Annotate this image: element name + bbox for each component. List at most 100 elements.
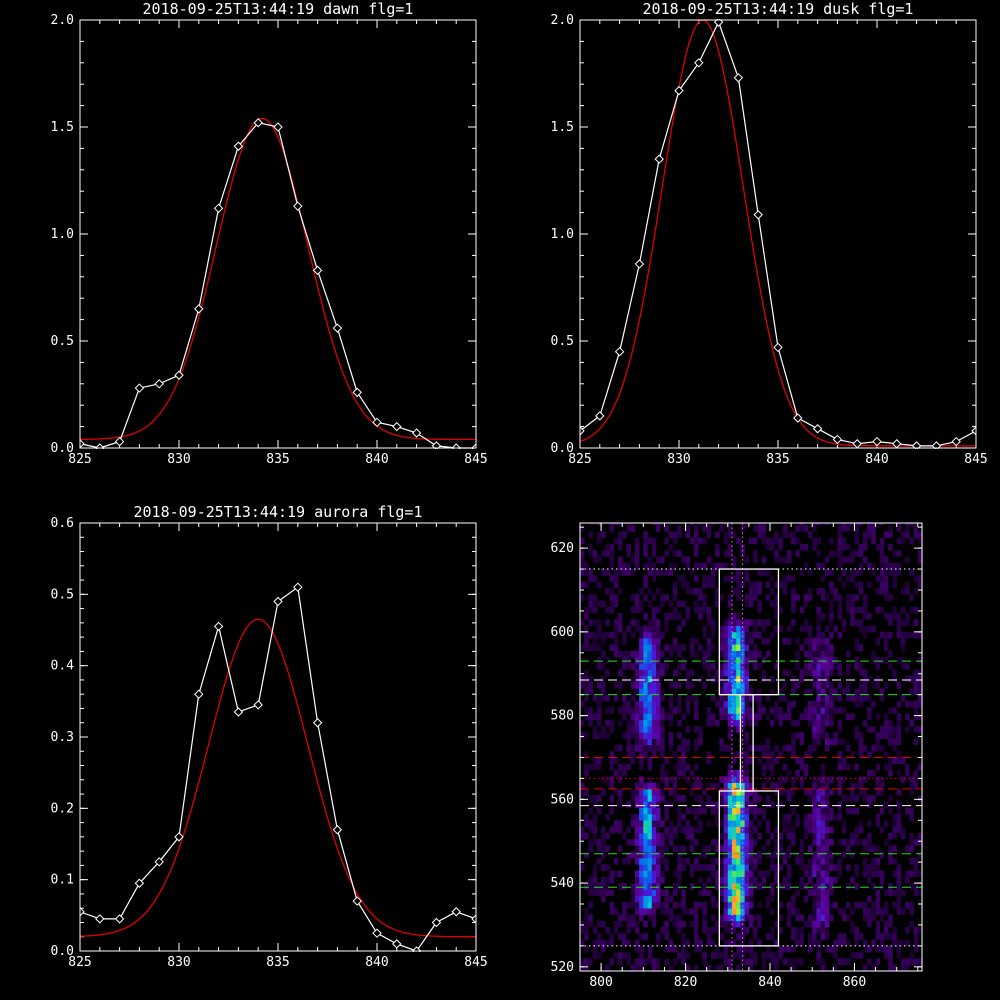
heatmap-cell xyxy=(643,575,648,582)
heatmap-cell xyxy=(596,619,602,626)
heatmap-cell xyxy=(630,795,636,802)
heatmap-cell xyxy=(837,939,843,947)
heatmap-cell xyxy=(609,594,615,601)
heatmap-cell xyxy=(664,933,669,940)
heatmap-cell xyxy=(706,757,712,765)
heatmap-cell xyxy=(668,707,674,714)
heatmap-cell xyxy=(833,594,838,601)
heatmap-cell xyxy=(782,531,788,538)
heatmap-cell xyxy=(875,895,881,903)
heatmap-cell xyxy=(808,719,813,727)
heatmap-cell xyxy=(816,820,821,827)
heatmap-cell xyxy=(795,927,800,934)
heatmap-cell xyxy=(639,700,644,708)
heatmap-cell xyxy=(803,663,809,670)
heatmap-cell xyxy=(727,619,733,626)
x-tick-label: 830 xyxy=(167,955,190,970)
heatmap-cell xyxy=(816,952,821,959)
heatmap-cell xyxy=(685,763,691,771)
heatmap-cell xyxy=(656,870,661,878)
heatmap-cell xyxy=(824,738,830,746)
heatmap-cell xyxy=(727,675,733,683)
heatmap-cell xyxy=(706,751,712,758)
heatmap-cell xyxy=(719,675,724,683)
heatmap-cell xyxy=(896,801,902,808)
heatmap-cell xyxy=(753,839,758,846)
heatmap-cell xyxy=(626,914,631,922)
heatmap-cell xyxy=(917,581,922,589)
heatmap-cell xyxy=(736,845,741,852)
heatmap-cell xyxy=(660,713,665,721)
heatmap-cell xyxy=(694,763,699,771)
heatmap-cell xyxy=(681,657,686,664)
heatmap-cell xyxy=(732,788,737,796)
heatmap-cell xyxy=(761,807,767,815)
heatmap-cell xyxy=(917,870,922,878)
heatmap-cell xyxy=(740,876,745,884)
heatmap-cell xyxy=(816,939,821,947)
heatmap-cell xyxy=(689,839,695,846)
heatmap-cell xyxy=(698,782,703,790)
heatmap-cell xyxy=(782,525,788,532)
heatmap-cell xyxy=(803,895,809,903)
heatmap-cell xyxy=(782,788,788,796)
heatmap-cell xyxy=(820,713,826,721)
heatmap-cell xyxy=(660,663,665,670)
heatmap-cell xyxy=(685,726,691,733)
heatmap-cell xyxy=(850,694,855,702)
heatmap-cell xyxy=(651,523,657,526)
heatmap-cell xyxy=(689,569,695,576)
heatmap-cell xyxy=(626,851,631,859)
heatmap-cell xyxy=(672,889,678,896)
heatmap-cell xyxy=(812,776,817,783)
heatmap-cell xyxy=(905,531,910,538)
heatmap-cell xyxy=(651,807,657,815)
heatmap-cell xyxy=(782,556,788,564)
heatmap-cell xyxy=(765,851,771,859)
chart-title: 2018-09-25T13:44:19 dusk flg=1 xyxy=(643,0,914,18)
heatmap-cell xyxy=(601,694,606,702)
heatmap-cell xyxy=(596,700,602,708)
heatmap-cell xyxy=(710,914,716,922)
heatmap-cell xyxy=(622,914,627,922)
heatmap-cell xyxy=(913,525,919,532)
heatmap-cell xyxy=(917,726,922,733)
heatmap-cell xyxy=(613,644,619,651)
heatmap-cell xyxy=(715,820,720,827)
heatmap-cell xyxy=(677,795,682,802)
heatmap-cell xyxy=(871,625,876,633)
heatmap-cell xyxy=(672,587,678,595)
heatmap-cell xyxy=(782,776,788,783)
heatmap-cell xyxy=(660,876,665,884)
heatmap-cell xyxy=(867,795,872,802)
heatmap-cell xyxy=(719,669,724,677)
heatmap-cell xyxy=(643,920,648,928)
heatmap-cell xyxy=(723,795,729,802)
heatmap-cell xyxy=(761,883,767,890)
data-point xyxy=(733,73,744,83)
heatmap-cell xyxy=(791,958,796,965)
heatmap-cell xyxy=(816,883,821,890)
heatmap-cell xyxy=(677,644,682,651)
heatmap-cell xyxy=(651,738,657,746)
heatmap-cell xyxy=(639,631,644,639)
heatmap-cell xyxy=(656,525,661,532)
heatmap-cell xyxy=(808,631,813,639)
heatmap-cell xyxy=(580,958,585,965)
heatmap-cell xyxy=(782,744,788,752)
heatmap-cell xyxy=(812,927,817,934)
heatmap-cell xyxy=(829,694,834,702)
heatmap-cell xyxy=(753,914,758,922)
heatmap-cell xyxy=(803,638,809,645)
heatmap-cell xyxy=(753,537,758,545)
heatmap-cell xyxy=(820,688,826,695)
heatmap-cell xyxy=(837,562,843,570)
heatmap-cell xyxy=(862,688,868,695)
heatmap-cell xyxy=(841,525,847,532)
heatmap-cell xyxy=(584,675,589,683)
heatmap-cell xyxy=(651,644,657,651)
heatmap-cell xyxy=(647,839,653,846)
heatmap-cell xyxy=(605,864,610,871)
heatmap-cell xyxy=(651,814,657,821)
heatmap-cell xyxy=(782,826,788,834)
